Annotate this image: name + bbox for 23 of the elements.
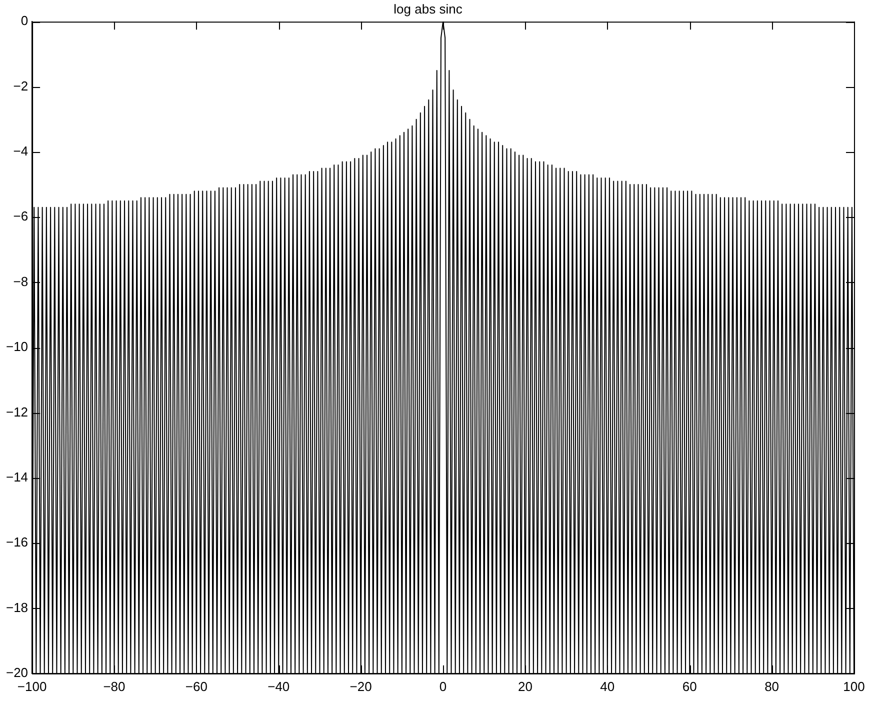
- x-tick-label: 20: [518, 678, 532, 694]
- y-tick-label: −2: [13, 78, 28, 94]
- y-tick-label: −20: [6, 664, 28, 680]
- x-tick-label: 40: [600, 678, 615, 694]
- y-tick-label: 0: [20, 13, 28, 28]
- y-tick-label: −18: [6, 600, 28, 615]
- x-tick-label: 100: [843, 678, 865, 694]
- chart-title: log abs sinc: [394, 1, 463, 16]
- y-tick-label: −12: [6, 404, 28, 420]
- x-tick-label: −60: [185, 678, 208, 694]
- y-tick-label: −4: [13, 144, 28, 159]
- y-tick-label: −8: [13, 274, 28, 289]
- x-tick-label: 80: [764, 678, 780, 694]
- y-tick-label: −10: [6, 339, 28, 354]
- x-tick-label: −100: [17, 678, 47, 694]
- y-tick-label: −6: [13, 208, 28, 224]
- x-tick-label: 0: [439, 678, 447, 694]
- x-tick-label: 60: [682, 678, 697, 694]
- x-tick-label: −20: [350, 678, 372, 694]
- x-tick-label: −80: [103, 678, 126, 694]
- y-tick-label: −14: [6, 469, 28, 484]
- x-tick-label: −40: [268, 678, 290, 694]
- y-tick-label: −16: [6, 534, 28, 550]
